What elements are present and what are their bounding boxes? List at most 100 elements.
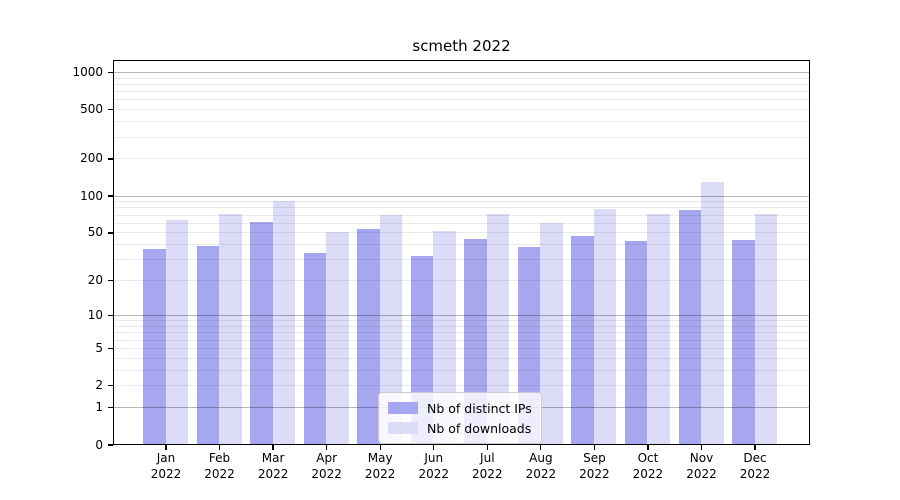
minor-gridline xyxy=(113,158,810,160)
x-tick-month: Jan xyxy=(156,451,176,465)
bar-downloads xyxy=(647,214,670,445)
x-tick-mark xyxy=(165,445,167,450)
bar-downloads xyxy=(165,219,188,445)
minor-gridline xyxy=(113,320,810,322)
minor-gridline xyxy=(113,109,810,111)
minor-gridline xyxy=(113,201,810,203)
y-tick-label: 10 xyxy=(87,308,103,323)
x-tick-month: Oct xyxy=(637,451,659,465)
bar-downloads xyxy=(433,230,456,445)
x-tick-year: 2022 xyxy=(311,467,342,481)
bar-distinct-ips xyxy=(303,253,327,445)
minor-gridline xyxy=(113,369,810,371)
bar-downloads xyxy=(219,213,242,445)
bar-downloads xyxy=(540,223,563,445)
y-tick-label: 2 xyxy=(95,378,103,393)
y-tick-mark xyxy=(108,315,113,317)
x-tick-month: Mar xyxy=(261,451,285,465)
axes-spine xyxy=(113,60,810,445)
plot-area xyxy=(113,60,810,445)
x-tick-month: Aug xyxy=(529,451,553,465)
x-tick-mark xyxy=(754,445,756,450)
y-tick-mark xyxy=(108,406,113,409)
minor-gridline xyxy=(113,222,810,224)
minor-gridline xyxy=(113,99,810,101)
y-tick-label: 200 xyxy=(80,151,103,166)
x-tick-month: Apr xyxy=(316,451,338,465)
major-gridline xyxy=(113,315,810,317)
x-tick-mark xyxy=(433,445,435,450)
x-tick-month: Sep xyxy=(583,451,606,465)
x-tick-label: Sep 2022 xyxy=(562,450,626,482)
y-tick-label: 0 xyxy=(95,437,103,452)
x-tick-mark xyxy=(326,445,328,450)
y-tick-mark xyxy=(108,444,113,446)
x-tick-label: May 2022 xyxy=(348,450,412,482)
x-tick-year: 2022 xyxy=(418,467,450,481)
minor-gridline xyxy=(113,232,810,234)
x-tick-year: 2022 xyxy=(525,467,557,481)
y-tick-mark xyxy=(108,158,113,160)
y-tick-mark xyxy=(108,195,113,197)
x-tick-mark xyxy=(379,445,381,450)
x-tick-month: Nov xyxy=(689,451,714,465)
minor-gridline xyxy=(113,83,810,85)
minor-gridline xyxy=(113,259,810,261)
major-gridline xyxy=(113,195,810,197)
y-tick-mark xyxy=(108,385,113,387)
y-tick-mark xyxy=(108,280,113,282)
bar-distinct-ips xyxy=(196,246,220,445)
y-tick-label: 5 xyxy=(95,340,103,355)
x-tick-month: Dec xyxy=(743,451,767,465)
x-tick-mark xyxy=(272,445,274,450)
x-tick-month: May xyxy=(367,451,393,465)
x-tick-mark xyxy=(540,445,542,450)
minor-gridline xyxy=(113,332,810,334)
legend-swatch-distinct-ips xyxy=(388,402,418,414)
bar-distinct-ips xyxy=(250,222,273,445)
minor-gridline xyxy=(113,244,810,246)
x-tick-month: Feb xyxy=(208,451,231,465)
minor-gridline xyxy=(113,280,810,282)
x-tick-month: Jun xyxy=(424,451,444,465)
x-tick-mark xyxy=(218,445,221,450)
x-tick-label: Nov 2022 xyxy=(670,450,734,482)
x-tick-label: Aug 2022 xyxy=(509,450,573,482)
bar-downloads xyxy=(326,231,349,445)
legend: Nb of distinct IPs Nb of downloads xyxy=(378,392,542,444)
x-tick-label: Jun 2022 xyxy=(402,450,466,482)
bar-distinct-ips xyxy=(357,228,380,445)
legend-row-distinct-ips: Nb of distinct IPs xyxy=(388,398,532,418)
bar-downloads xyxy=(593,208,617,445)
x-tick-year: 2022 xyxy=(739,467,771,481)
bar-distinct-ips xyxy=(571,236,594,445)
minor-gridline xyxy=(113,207,810,209)
minor-gridline xyxy=(113,91,810,93)
y-tick-label: 1000 xyxy=(72,64,103,79)
bar-downloads xyxy=(701,182,724,445)
x-tick-year: 2022 xyxy=(579,467,610,481)
minor-gridline xyxy=(113,325,810,327)
bar-downloads xyxy=(272,200,296,445)
bar-distinct-ips xyxy=(732,239,755,445)
x-tick-year: 2022 xyxy=(686,467,717,481)
bar-distinct-ips xyxy=(143,248,166,445)
minor-gridline xyxy=(113,385,810,387)
legend-label-downloads: Nb of downloads xyxy=(427,420,532,436)
bar-distinct-ips xyxy=(624,240,648,445)
minor-gridline xyxy=(113,357,810,359)
x-tick-label: Jan 2022 xyxy=(134,450,198,482)
x-tick-label: Apr 2022 xyxy=(295,450,359,482)
y-tick-label: 20 xyxy=(87,273,103,288)
y-tick-mark xyxy=(108,232,113,234)
chart-title: scmeth 2022 xyxy=(412,37,511,55)
x-tick-label: Mar 2022 xyxy=(241,450,305,482)
x-tick-year: 2022 xyxy=(150,467,182,481)
bar-distinct-ips xyxy=(678,210,701,445)
x-tick-mark xyxy=(647,445,649,450)
legend-row-downloads: Nb of downloads xyxy=(388,418,532,438)
y-tick-label: 50 xyxy=(87,225,103,240)
bar-downloads xyxy=(379,215,403,445)
y-tick-mark xyxy=(108,347,113,349)
x-tick-year: 2022 xyxy=(632,467,664,481)
